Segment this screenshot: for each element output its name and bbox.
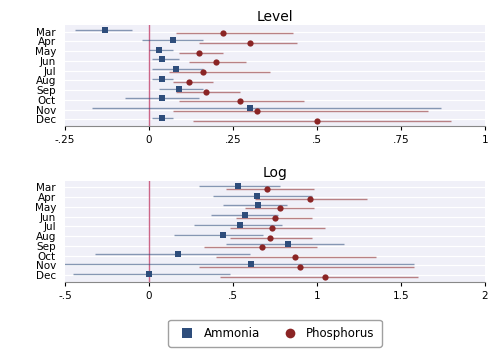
Title: Log: Log (262, 166, 287, 180)
Title: Level: Level (256, 10, 294, 24)
Legend: Ammonia, Phosphorus: Ammonia, Phosphorus (168, 319, 382, 347)
